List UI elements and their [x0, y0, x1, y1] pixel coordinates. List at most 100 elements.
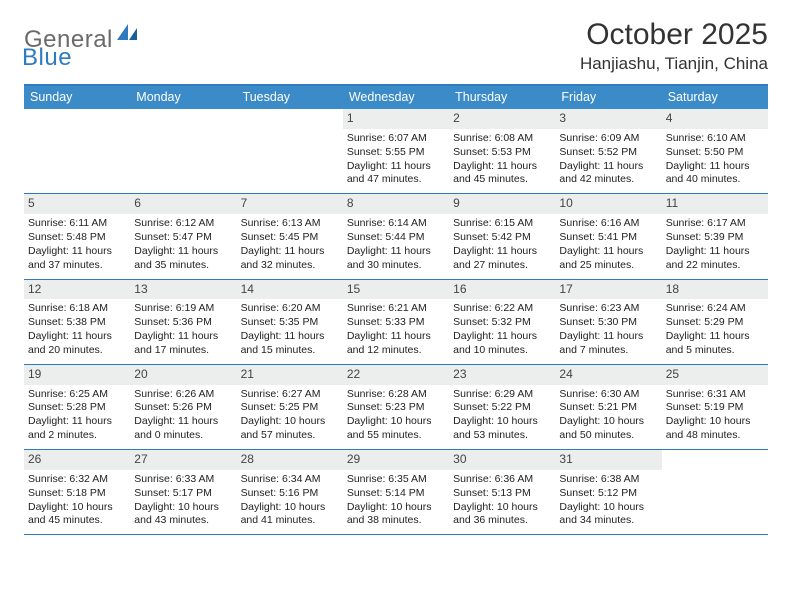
- sunset-text: Sunset: 5:36 PM: [134, 316, 232, 330]
- sunset-text: Sunset: 5:16 PM: [241, 487, 339, 501]
- day-number: 5: [24, 194, 130, 214]
- day-cell: 6 Sunrise: 6:12 AMSunset: 5:47 PMDaylight…: [130, 194, 236, 278]
- daylight-text: and 45 minutes.: [28, 514, 126, 528]
- day-cell: 10Sunrise: 6:16 AMSunset: 5:41 PMDayligh…: [555, 194, 661, 278]
- day-header-row: Sunday Monday Tuesday Wednesday Thursday…: [24, 86, 768, 109]
- daylight-text: and 20 minutes.: [28, 344, 126, 358]
- daylight-text: and 30 minutes.: [347, 259, 445, 273]
- daylight-text: Daylight: 10 hours: [347, 501, 445, 515]
- day-number: 28: [237, 450, 343, 470]
- daylight-text: Daylight: 10 hours: [559, 415, 657, 429]
- sunrise-text: Sunrise: 6:20 AM: [241, 302, 339, 316]
- sunrise-text: Sunrise: 6:15 AM: [453, 217, 551, 231]
- day-number: 6: [130, 194, 236, 214]
- week-row: 26Sunrise: 6:32 AMSunset: 5:18 PMDayligh…: [24, 450, 768, 535]
- sunrise-text: Sunrise: 6:16 AM: [559, 217, 657, 231]
- day-number: 26: [24, 450, 130, 470]
- sunrise-text: Sunrise: 6:08 AM: [453, 132, 551, 146]
- sunset-text: Sunset: 5:19 PM: [666, 401, 764, 415]
- dayname-tue: Tuesday: [237, 86, 343, 109]
- daylight-text: and 7 minutes.: [559, 344, 657, 358]
- day-cell: 30Sunrise: 6:36 AMSunset: 5:13 PMDayligh…: [449, 450, 555, 534]
- daylight-text: Daylight: 11 hours: [666, 160, 764, 174]
- day-cell: 11Sunrise: 6:17 AMSunset: 5:39 PMDayligh…: [662, 194, 768, 278]
- day-cell: 7Sunrise: 6:13 AMSunset: 5:45 PMDaylight…: [237, 194, 343, 278]
- sunset-text: Sunset: 5:23 PM: [347, 401, 445, 415]
- daylight-text: Daylight: 11 hours: [241, 330, 339, 344]
- day-number: 25: [662, 365, 768, 385]
- day-cell: .: [237, 109, 343, 193]
- daylight-text: and 50 minutes.: [559, 429, 657, 443]
- day-number: 13: [130, 280, 236, 300]
- sunrise-text: Sunrise: 6:34 AM: [241, 473, 339, 487]
- week-row: ...1Sunrise: 6:07 AMSunset: 5:55 PMDayli…: [24, 109, 768, 194]
- daylight-text: and 45 minutes.: [453, 173, 551, 187]
- sunset-text: Sunset: 5:18 PM: [28, 487, 126, 501]
- day-number: 4: [662, 109, 768, 129]
- daylight-text: Daylight: 10 hours: [453, 415, 551, 429]
- day-number: 17: [555, 280, 661, 300]
- day-cell: .: [130, 109, 236, 193]
- daylight-text: and 0 minutes.: [134, 429, 232, 443]
- sunrise-text: Sunrise: 6:31 AM: [666, 388, 764, 402]
- sunrise-text: Sunrise: 6:28 AM: [347, 388, 445, 402]
- daylight-text: Daylight: 11 hours: [453, 245, 551, 259]
- calendar-grid: Sunday Monday Tuesday Wednesday Thursday…: [24, 84, 768, 535]
- sunset-text: Sunset: 5:45 PM: [241, 231, 339, 245]
- day-cell: 19 Sunrise: 6:25 AMSunset: 5:28 PMDayligh…: [24, 365, 130, 449]
- sunset-text: Sunset: 5:42 PM: [453, 231, 551, 245]
- sunset-text: Sunset: 5:39 PM: [666, 231, 764, 245]
- daylight-text: Daylight: 10 hours: [241, 501, 339, 515]
- daylight-text: Daylight: 11 hours: [28, 415, 126, 429]
- day-cell: 27Sunrise: 6:33 AMSunset: 5:17 PMDayligh…: [130, 450, 236, 534]
- daylight-text: and 25 minutes.: [559, 259, 657, 273]
- day-cell: .: [24, 109, 130, 193]
- day-number: 31: [555, 450, 661, 470]
- daylight-text: Daylight: 11 hours: [134, 245, 232, 259]
- sunrise-text: Sunrise: 6:25 AM: [28, 388, 126, 402]
- dayname-sat: Saturday: [662, 86, 768, 109]
- sunrise-text: Sunrise: 6:36 AM: [453, 473, 551, 487]
- sunrise-text: Sunrise: 6:10 AM: [666, 132, 764, 146]
- daylight-text: Daylight: 10 hours: [28, 501, 126, 515]
- sunrise-text: Sunrise: 6:14 AM: [347, 217, 445, 231]
- sunrise-text: Sunrise: 6:23 AM: [559, 302, 657, 316]
- day-number: 24: [555, 365, 661, 385]
- day-number: 19: [24, 365, 130, 385]
- day-cell: 31Sunrise: 6:38 AMSunset: 5:12 PMDayligh…: [555, 450, 661, 534]
- sunrise-text: Sunrise: 6:22 AM: [453, 302, 551, 316]
- day-cell: 15Sunrise: 6:21 AMSunset: 5:33 PMDayligh…: [343, 280, 449, 364]
- daylight-text: and 48 minutes.: [666, 429, 764, 443]
- sunrise-text: Sunrise: 6:12 AM: [134, 217, 232, 231]
- daylight-text: Daylight: 11 hours: [28, 245, 126, 259]
- day-number: 23: [449, 365, 555, 385]
- day-cell: 22Sunrise: 6:28 AMSunset: 5:23 PMDayligh…: [343, 365, 449, 449]
- day-cell: 16Sunrise: 6:22 AMSunset: 5:32 PMDayligh…: [449, 280, 555, 364]
- sunset-text: Sunset: 5:41 PM: [559, 231, 657, 245]
- daylight-text: and 53 minutes.: [453, 429, 551, 443]
- daylight-text: Daylight: 11 hours: [666, 245, 764, 259]
- month-title: October 2025: [580, 18, 768, 52]
- daylight-text: and 32 minutes.: [241, 259, 339, 273]
- daylight-text: Daylight: 11 hours: [134, 415, 232, 429]
- daylight-text: Daylight: 11 hours: [453, 160, 551, 174]
- daylight-text: and 43 minutes.: [134, 514, 232, 528]
- daylight-text: Daylight: 10 hours: [134, 501, 232, 515]
- sunset-text: Sunset: 5:28 PM: [28, 401, 126, 415]
- day-cell: 23Sunrise: 6:29 AMSunset: 5:22 PMDayligh…: [449, 365, 555, 449]
- calendar-page: General October 2025 Hanjiashu, Tianjin,…: [0, 0, 792, 612]
- daylight-text: and 47 minutes.: [347, 173, 445, 187]
- sunset-text: Sunset: 5:35 PM: [241, 316, 339, 330]
- sunset-text: Sunset: 5:47 PM: [134, 231, 232, 245]
- day-cell: 18Sunrise: 6:24 AMSunset: 5:29 PMDayligh…: [662, 280, 768, 364]
- sunrise-text: Sunrise: 6:19 AM: [134, 302, 232, 316]
- sunset-text: Sunset: 5:55 PM: [347, 146, 445, 160]
- daylight-text: Daylight: 11 hours: [559, 160, 657, 174]
- sunset-text: Sunset: 5:21 PM: [559, 401, 657, 415]
- sunset-text: Sunset: 5:33 PM: [347, 316, 445, 330]
- week-row: 12Sunrise: 6:18 AMSunset: 5:38 PMDayligh…: [24, 280, 768, 365]
- day-cell: 8Sunrise: 6:14 AMSunset: 5:44 PMDaylight…: [343, 194, 449, 278]
- daylight-text: Daylight: 11 hours: [241, 245, 339, 259]
- daylight-text: and 34 minutes.: [559, 514, 657, 528]
- daylight-text: Daylight: 11 hours: [666, 330, 764, 344]
